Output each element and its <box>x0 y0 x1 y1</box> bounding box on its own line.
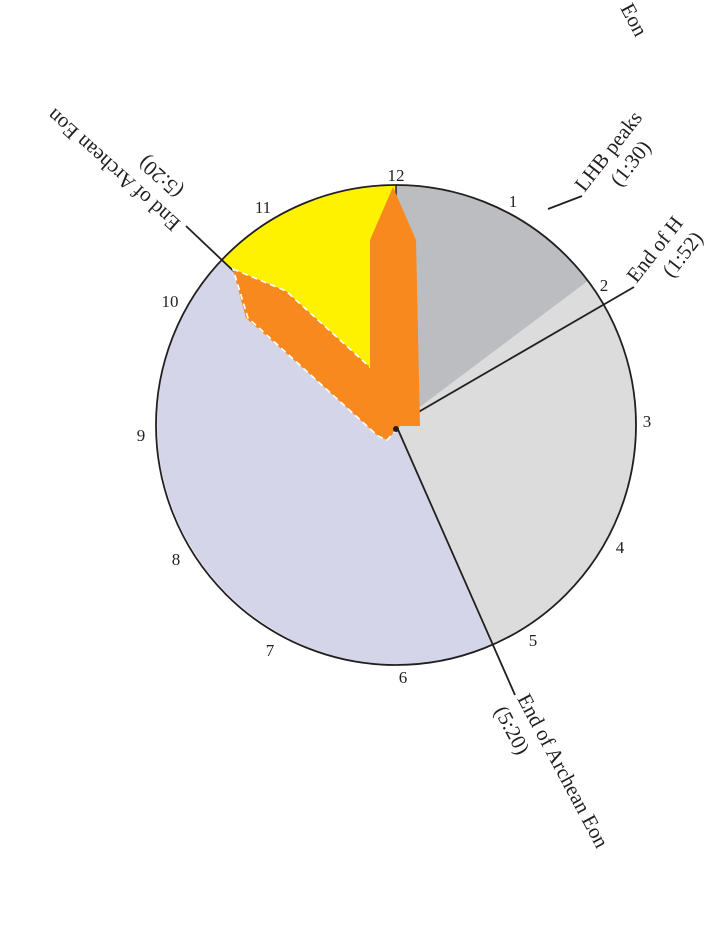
divider-line-1-30 <box>547 195 583 210</box>
numeral-3: 3 <box>643 412 652 431</box>
numeral-7: 7 <box>266 641 275 660</box>
sector-lavender <box>157 260 491 665</box>
numeral-6: 6 <box>399 668 408 687</box>
numeral-2: 2 <box>600 276 609 295</box>
hour-hand-body <box>233 269 416 440</box>
sector-light-gray <box>396 281 636 645</box>
center-pin <box>393 426 399 432</box>
label-right-partial: End of H (1:52) <box>621 211 707 286</box>
numeral-4: 4 <box>616 538 625 557</box>
numeral-11: 11 <box>255 198 271 217</box>
divider-line-5-20 <box>395 424 516 696</box>
minute-hand <box>370 187 420 426</box>
label-lhb-peaks: LHB peaks (1:30) <box>569 106 655 196</box>
archean-lower-title: End of Archean Eon <box>512 690 614 853</box>
numeral-5: 5 <box>529 631 538 650</box>
numeral-12: 12 <box>388 166 405 185</box>
sector-dark-gray <box>396 185 588 425</box>
numeral-8: 8 <box>172 550 181 569</box>
label-archean-lower: End of Archean Eon (5:20) <box>490 690 615 853</box>
label-archean-upper: End of Archean Eon (5:20) <box>41 104 187 236</box>
label-top-right-partial: Eon <box>616 0 653 41</box>
numeral-10: 10 <box>162 292 179 311</box>
numeral-1: 1 <box>509 192 518 211</box>
hour-hand-dashed-outline <box>231 267 418 441</box>
numeral-9: 9 <box>137 426 146 445</box>
divider-line-2 <box>395 286 635 426</box>
